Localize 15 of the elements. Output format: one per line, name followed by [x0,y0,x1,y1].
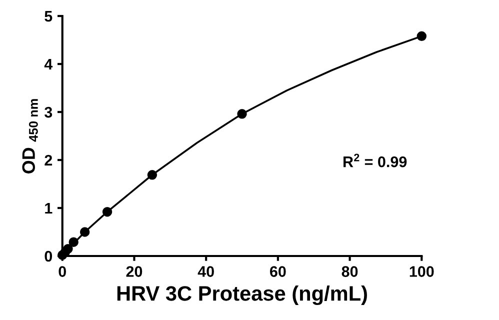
x-tick-label: 20 [126,266,142,277]
y-tick-label: 2 [44,154,52,166]
y-tick-label: 0 [44,250,52,262]
x-axis-title: HRV 3C Protease (ng/mL) [117,286,367,306]
y-tick-label: 5 [44,11,52,22]
annotation: R$^{2}$ = 0.99 [344,154,407,168]
y-tick-label: 1 [45,203,52,214]
y-tick-label: 3 [44,106,52,118]
x-tick-label: 100 [410,266,434,277]
y-axis-title: OD $_{450 nm}$ [22,99,38,174]
x-tick-label: 0 [58,266,66,277]
x-tick-label: 80 [342,266,358,277]
x-tick-label: 60 [270,266,286,277]
y-tick-label: 4 [44,59,53,70]
x-tick-label: 40 [198,266,214,277]
